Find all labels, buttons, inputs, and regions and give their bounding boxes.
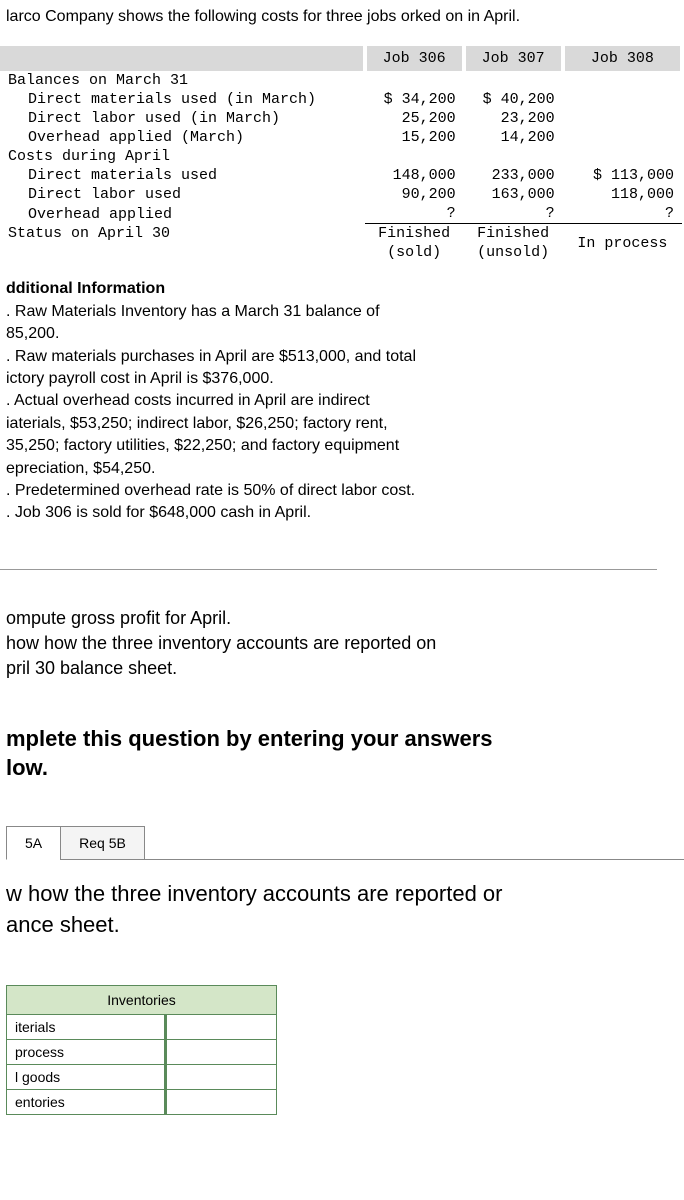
cell-j306: $ 34,200 <box>365 90 464 109</box>
cell-j308 <box>563 109 682 128</box>
row-label: Overhead applied (March) <box>0 128 365 147</box>
cell-j306: 25,200 <box>365 109 464 128</box>
status-j307-b: (unsold) <box>464 243 563 262</box>
inv-row[interactable]: process <box>7 1040 277 1065</box>
additional-line: ictory payroll cost in April is $376,000… <box>6 368 674 390</box>
status-j306: Finished <box>365 224 464 244</box>
inv-label-cell[interactable]: l goods <box>7 1065 167 1090</box>
additional-line: iaterials, $53,250; indirect labor, $26,… <box>6 413 674 435</box>
additional-line: . Actual overhead costs incurred in Apri… <box>6 390 674 412</box>
cell-j307: 163,000 <box>464 185 563 204</box>
status-label: Status on April 30 <box>0 224 365 244</box>
question-line: ance sheet. <box>6 910 674 941</box>
cell-j308 <box>563 128 682 147</box>
cell-j308: ? <box>563 204 682 224</box>
divider <box>0 569 657 570</box>
row-label: Overhead applied <box>0 204 365 224</box>
tab-req-5b[interactable]: Req 5B <box>60 826 145 860</box>
cell-j307: 23,200 <box>464 109 563 128</box>
additional-line: . Predetermined overhead rate is 50% of … <box>6 480 674 502</box>
inv-value-cell[interactable] <box>167 1090 277 1115</box>
tab-5a[interactable]: 5A <box>6 826 61 860</box>
cell-j308: $ 113,000 <box>563 166 682 185</box>
row-label: Direct materials used <box>0 166 365 185</box>
additional-line: . Job 306 is sold for $648,000 cash in A… <box>6 502 674 524</box>
complete-line: low. <box>6 754 674 783</box>
cell-j308 <box>563 147 682 166</box>
cell-j308 <box>563 90 682 109</box>
additional-title: dditional Information <box>6 278 674 300</box>
inventories-table[interactable]: Inventories iterialsprocessl goodsentori… <box>6 985 277 1115</box>
cell-j306: 148,000 <box>365 166 464 185</box>
tab-bar: 5A Req 5B <box>6 826 684 860</box>
cell-j306 <box>365 71 464 90</box>
inv-value-cell[interactable] <box>167 1040 277 1065</box>
cell-j306: 90,200 <box>365 185 464 204</box>
row-label: Direct materials used (in March) <box>0 90 365 109</box>
status-j306-b: (sold) <box>365 243 464 262</box>
compute-line: pril 30 balance sheet. <box>6 656 674 681</box>
inv-label-cell[interactable]: process <box>7 1040 167 1065</box>
cell-j306: ? <box>365 204 464 224</box>
inv-value-cell[interactable] <box>167 1065 277 1090</box>
complete-prompt: mplete this question by entering your an… <box>0 685 684 786</box>
status-label-blank <box>0 243 365 262</box>
cell-j307 <box>464 71 563 90</box>
cell-j308: 118,000 <box>563 185 682 204</box>
col-job306: Job 306 <box>365 46 464 71</box>
col-job308: Job 308 <box>563 46 682 71</box>
cell-j307 <box>464 147 563 166</box>
question-line: w how the three inventory accounts are r… <box>6 879 674 910</box>
cell-j307: 14,200 <box>464 128 563 147</box>
row-label: Balances on March 31 <box>0 71 365 90</box>
inv-label-cell[interactable]: entories <box>7 1090 167 1115</box>
compute-instructions: ompute gross profit for April.how how th… <box>0 578 684 686</box>
row-label: Direct labor used <box>0 185 365 204</box>
row-label: Direct labor used (in March) <box>0 109 365 128</box>
inv-row[interactable]: l goods <box>7 1065 277 1090</box>
row-label: Costs during April <box>0 147 365 166</box>
cell-j308 <box>563 71 682 90</box>
cell-j306 <box>365 147 464 166</box>
inv-value-cell[interactable] <box>167 1015 277 1040</box>
job-cost-table: Job 306 Job 307 Job 308 Balances on Marc… <box>0 46 684 262</box>
complete-line: mplete this question by entering your an… <box>6 725 674 754</box>
inv-row[interactable]: iterials <box>7 1015 277 1040</box>
inv-header: Inventories <box>7 986 277 1015</box>
status-j307: Finished <box>464 224 563 244</box>
cell-j307: ? <box>464 204 563 224</box>
inv-label-cell[interactable]: iterials <box>7 1015 167 1040</box>
additional-info: dditional Information . Raw Materials In… <box>0 262 684 528</box>
intro-text: larco Company shows the following costs … <box>0 0 684 34</box>
compute-line: how how the three inventory accounts are… <box>6 631 674 656</box>
question-text: w how the three inventory accounts are r… <box>0 861 684 945</box>
additional-line: . Raw Materials Inventory has a March 31… <box>6 301 674 323</box>
additional-line: epreciation, $54,250. <box>6 458 674 480</box>
additional-line: . Raw materials purchases in April are $… <box>6 346 674 368</box>
additional-line: 35,250; factory utilities, $22,250; and … <box>6 435 674 457</box>
cell-j307: $ 40,200 <box>464 90 563 109</box>
additional-line: 85,200. <box>6 323 674 345</box>
col-job307: Job 307 <box>464 46 563 71</box>
compute-line: ompute gross profit for April. <box>6 606 674 631</box>
cell-j306: 15,200 <box>365 128 464 147</box>
inv-row[interactable]: entories <box>7 1090 277 1115</box>
col-blank <box>0 46 365 71</box>
status-j308: In process <box>563 224 682 263</box>
cell-j307: 233,000 <box>464 166 563 185</box>
